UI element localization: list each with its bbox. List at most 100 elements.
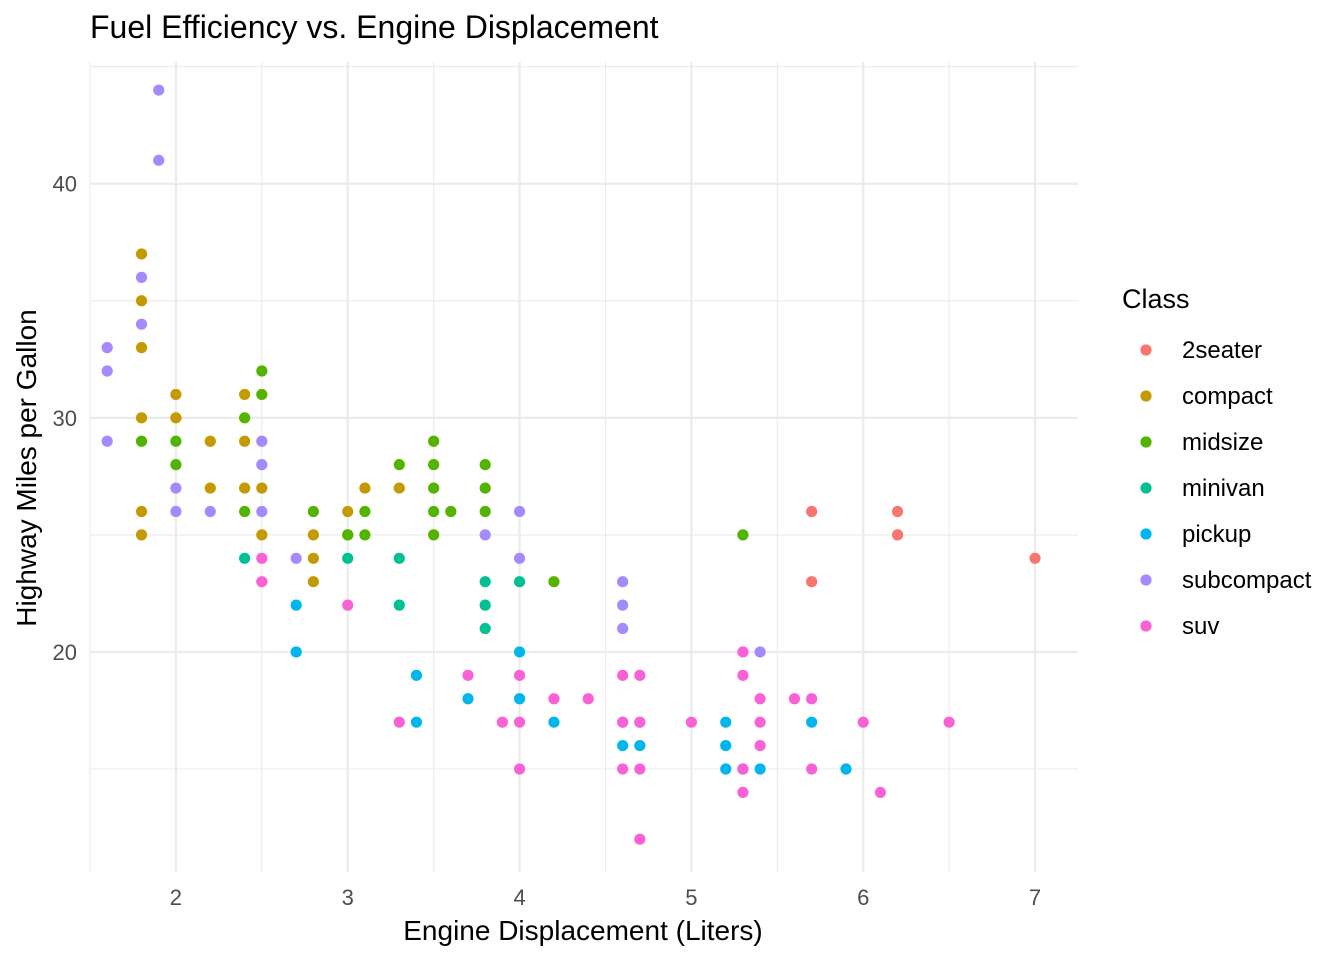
legend-label: suv xyxy=(1182,613,1219,640)
data-point xyxy=(204,505,216,518)
data-point xyxy=(513,763,526,775)
legend-key xyxy=(1140,482,1152,494)
chart-title: Fuel Efficiency vs. Engine Displacement xyxy=(90,9,659,45)
series-compact xyxy=(135,248,405,588)
data-point xyxy=(479,482,491,494)
legend-label: minivan xyxy=(1182,475,1265,502)
data-point xyxy=(513,576,526,588)
legend-label: 2seater xyxy=(1182,337,1262,364)
data-point xyxy=(462,693,474,705)
data-point xyxy=(239,435,251,447)
legend-label: subcompact xyxy=(1182,567,1312,594)
data-point xyxy=(754,739,766,752)
data-point xyxy=(290,599,302,611)
data-point xyxy=(806,505,818,518)
data-point xyxy=(170,412,182,424)
x-axis-title: Engine Displacement (Liters) xyxy=(403,915,763,946)
data-point xyxy=(307,576,319,588)
data-point xyxy=(737,646,749,658)
data-point xyxy=(256,552,268,564)
data-point xyxy=(256,529,268,541)
data-point xyxy=(754,763,766,775)
legend: Class 2seater compact midsize minivan pickup… xyxy=(1122,284,1312,640)
data-point xyxy=(307,552,319,564)
data-point xyxy=(239,412,251,424)
data-point xyxy=(806,576,818,588)
data-point xyxy=(101,435,113,447)
data-point xyxy=(342,599,354,611)
data-point xyxy=(239,482,251,494)
data-point xyxy=(754,646,766,658)
data-point xyxy=(1029,552,1041,564)
data-point xyxy=(410,716,423,728)
data-point xyxy=(153,84,165,96)
data-point xyxy=(891,505,904,518)
legend-item-midsize: midsize xyxy=(1140,429,1263,456)
data-point xyxy=(170,482,182,494)
legend-items: 2seater compact midsize minivan pickup subcom… xyxy=(1140,337,1312,640)
data-point xyxy=(513,646,526,658)
data-point xyxy=(720,716,732,728)
data-point xyxy=(307,529,319,541)
data-point xyxy=(943,716,955,728)
data-point xyxy=(153,154,165,166)
data-point xyxy=(135,248,148,260)
data-point xyxy=(256,482,268,494)
data-point xyxy=(393,482,405,494)
legend-item-pickup: pickup xyxy=(1140,521,1251,548)
data-point xyxy=(256,459,268,471)
data-point xyxy=(874,786,887,799)
data-point xyxy=(135,318,148,330)
data-points xyxy=(101,84,1041,845)
data-point xyxy=(170,459,182,471)
data-point xyxy=(891,529,904,541)
data-point xyxy=(410,669,423,681)
data-point xyxy=(479,622,491,635)
legend-label: pickup xyxy=(1182,521,1251,548)
data-point xyxy=(857,716,869,728)
data-point xyxy=(513,505,526,518)
data-point xyxy=(342,529,354,541)
data-point xyxy=(548,576,560,588)
data-point xyxy=(513,693,526,705)
data-point xyxy=(135,271,148,283)
data-point xyxy=(754,693,766,705)
data-point xyxy=(479,599,491,611)
data-point xyxy=(256,435,268,447)
data-point xyxy=(479,505,491,518)
x-tick-label: 5 xyxy=(685,885,697,910)
data-point xyxy=(428,505,440,518)
data-point xyxy=(256,388,268,401)
data-point xyxy=(548,693,560,705)
data-point xyxy=(204,435,216,447)
series-subcompact xyxy=(101,84,766,658)
data-point xyxy=(170,388,182,401)
y-tick-label: 40 xyxy=(53,172,77,197)
data-point xyxy=(239,552,251,564)
data-point xyxy=(617,739,629,752)
series-2seater xyxy=(806,505,1041,588)
data-point xyxy=(634,763,646,775)
series-minivan xyxy=(239,552,526,635)
data-point xyxy=(393,716,405,728)
x-tick-label: 3 xyxy=(342,885,354,910)
data-point xyxy=(634,739,646,752)
legend-item-compact: compact xyxy=(1140,383,1273,410)
data-point xyxy=(754,716,766,728)
legend-key xyxy=(1140,574,1152,586)
data-point xyxy=(135,342,148,354)
x-tick-label: 2 xyxy=(170,885,182,910)
data-point xyxy=(806,763,818,775)
legend-title: Class xyxy=(1122,284,1190,314)
data-point xyxy=(256,576,268,588)
data-point xyxy=(496,716,508,728)
data-point xyxy=(737,669,749,681)
y-tick-label: 30 xyxy=(53,406,77,431)
data-point xyxy=(479,576,491,588)
data-point xyxy=(617,669,629,681)
data-point xyxy=(135,295,148,307)
data-point xyxy=(393,599,405,611)
x-axis-ticks: 2 3 4 5 6 7 xyxy=(170,885,1041,910)
data-point xyxy=(342,505,354,518)
